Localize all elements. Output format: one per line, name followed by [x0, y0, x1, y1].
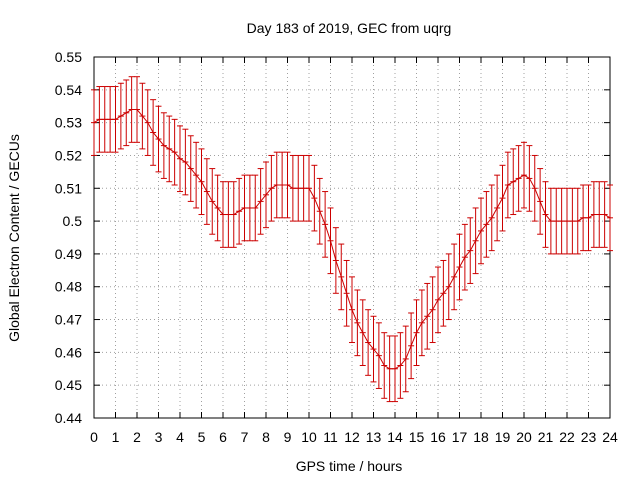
x-tick-label: 2	[133, 429, 141, 445]
x-tick-label: 20	[516, 429, 532, 445]
x-tick-label: 10	[301, 429, 317, 445]
y-tick-label: 0.53	[55, 115, 82, 131]
y-tick-label: 0.47	[55, 312, 82, 328]
x-tick-label: 17	[452, 429, 468, 445]
x-tick-label: 16	[430, 429, 446, 445]
x-tick-label: 19	[495, 429, 511, 445]
x-tick-label: 12	[344, 429, 360, 445]
x-tick-label: 6	[219, 429, 227, 445]
y-tick-label: 0.44	[55, 410, 82, 426]
x-tick-label: 11	[323, 429, 338, 445]
y-tick-label: 0.45	[55, 377, 82, 393]
grid-lines	[94, 57, 610, 418]
x-tick-label: 5	[198, 429, 206, 445]
x-tick-label: 3	[155, 429, 163, 445]
x-tick-label: 9	[284, 429, 292, 445]
x-tick-label: 0	[90, 429, 98, 445]
axis-ticks: 0 1 2 3 4 5 6 7 8 9 10 11 12 13 14 15 16 17 18 19 20 21 22 23 24…	[55, 49, 618, 445]
chart-title: Day 183 of 2019, GEC from uqrg	[247, 20, 452, 36]
x-tick-label: 14	[387, 429, 403, 445]
y-tick-label: 0.54	[55, 82, 82, 98]
x-tick-label: 22	[559, 429, 575, 445]
x-axis-label: GPS time / hours	[296, 458, 403, 474]
gec-series	[91, 76, 613, 403]
x-tick-label: 7	[241, 429, 249, 445]
x-tick-label: 18	[473, 429, 489, 445]
y-axis-label: Global Electron Content / GECUs	[6, 134, 22, 342]
y-tick-label: 0.49	[55, 246, 82, 262]
y-tick-label: 0.55	[55, 49, 82, 65]
x-tick-label: 4	[176, 429, 184, 445]
y-tick-label: 0.52	[55, 147, 82, 163]
x-tick-label: 8	[262, 429, 270, 445]
x-tick-label: 24	[602, 429, 618, 445]
y-tick-label: 0.51	[55, 180, 82, 196]
y-tick-label: 0.46	[55, 344, 82, 360]
x-tick-label: 23	[581, 429, 597, 445]
x-tick-label: 15	[409, 429, 425, 445]
y-tick-label: 0.48	[55, 279, 82, 295]
y-tick-label: 0.5	[63, 213, 83, 229]
x-tick-label: 1	[112, 429, 120, 445]
x-tick-label: 13	[366, 429, 382, 445]
x-tick-label: 21	[538, 429, 554, 445]
